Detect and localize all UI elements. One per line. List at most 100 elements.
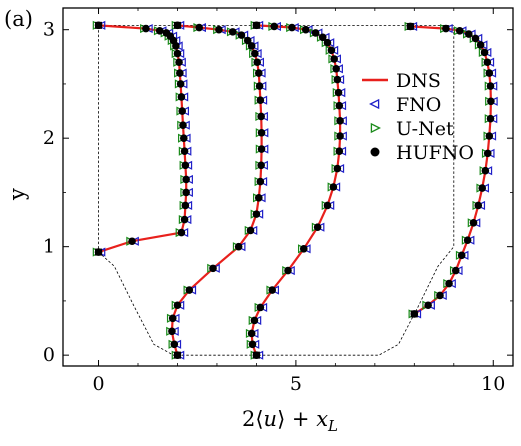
hufno-point — [299, 245, 308, 253]
hufno-point — [481, 166, 490, 175]
profile-1 — [92, 20, 193, 257]
hufno-point — [128, 237, 136, 246]
endpoint-marker — [173, 351, 181, 359]
hufno-point — [469, 219, 478, 227]
endpoint-marker — [410, 310, 418, 318]
hufno-point — [474, 201, 483, 210]
hufno-point — [255, 82, 264, 90]
legend-label: FNO — [396, 94, 441, 116]
hufno-point — [335, 101, 344, 110]
hufno-point — [284, 266, 292, 275]
hufno-point — [162, 29, 171, 37]
legend-swatch — [370, 122, 381, 134]
hufno-point — [247, 42, 256, 50]
hufno-point — [175, 58, 183, 67]
hufno-point — [485, 69, 494, 77]
hufno-point — [329, 183, 338, 191]
hufno-point — [483, 149, 492, 158]
hufno-point — [182, 188, 190, 197]
hufno-point — [301, 25, 310, 34]
hufno-point — [288, 23, 296, 32]
endpoint-marker — [173, 21, 181, 29]
hufno-point — [318, 33, 327, 42]
hufno-point — [268, 286, 277, 294]
hufno-point — [178, 107, 187, 115]
hufno-point — [485, 132, 494, 140]
hufno-point — [209, 264, 217, 273]
profile-3 — [245, 20, 347, 360]
x-axis-label: 2⟨u⟩ + xL — [242, 407, 338, 435]
hufno-point — [455, 26, 464, 35]
hufno-point — [257, 145, 266, 153]
hufno-point — [483, 58, 492, 67]
hufno-point — [257, 112, 265, 121]
hufno-point — [256, 96, 265, 105]
hufno-point — [234, 242, 243, 251]
axes-frame — [62, 7, 514, 367]
hufno-point — [181, 161, 190, 170]
hufno-point — [180, 215, 189, 224]
hufno-point — [335, 147, 344, 155]
hufno-point — [254, 69, 263, 77]
hufno-point — [179, 134, 188, 142]
hufno-point — [243, 36, 252, 45]
hufno-point — [487, 97, 495, 106]
hufno-point — [170, 340, 179, 349]
y-tick-label: 3 — [43, 19, 55, 41]
hufno-point — [237, 31, 246, 39]
hufno-point — [253, 58, 262, 67]
endpoint-marker — [95, 21, 103, 29]
hufno-point — [323, 38, 332, 47]
hufno-point — [256, 177, 265, 186]
y-tick-label: 0 — [43, 344, 55, 366]
hufno-point — [168, 314, 177, 323]
hufno-point — [451, 266, 460, 275]
y-axis-label: y — [5, 188, 29, 201]
hufno-point — [176, 69, 184, 77]
dns-line — [98, 24, 188, 254]
hufno-point — [182, 175, 190, 184]
hufno-point — [333, 164, 342, 173]
hufno-point — [256, 303, 265, 312]
hufno-point — [251, 49, 259, 58]
x-tick-label: 5 — [290, 373, 302, 395]
legend-item-dns: DNS — [362, 70, 441, 92]
hufno-point — [228, 28, 237, 36]
panel-label: (a) — [4, 7, 33, 31]
hufno-point — [179, 121, 187, 129]
hufno-point — [257, 128, 266, 137]
hufno-point — [248, 340, 257, 349]
hufno-point — [334, 88, 343, 97]
hufno-point — [478, 184, 487, 192]
hufno-point — [457, 251, 466, 260]
legend-item-fno: FNO — [369, 94, 441, 116]
hufno-point — [327, 46, 336, 55]
hufno-point — [336, 117, 344, 125]
legend-label: DNS — [396, 70, 441, 92]
endpoint-marker — [406, 22, 414, 30]
hufno-point — [336, 132, 344, 140]
axis-ticks: 0 5 10 0 1 2 3 — [43, 8, 513, 395]
plot-area — [92, 20, 498, 360]
hufno-point — [168, 327, 176, 336]
hufno-point — [181, 201, 190, 210]
hufno-point — [330, 55, 338, 63]
legend-swatch — [370, 147, 380, 157]
legend-swatch — [369, 98, 380, 110]
hufno-point — [185, 286, 194, 294]
hufno-point — [486, 82, 495, 90]
hufno-point — [246, 226, 255, 235]
y-tick-label: 2 — [43, 127, 55, 149]
hufno-point — [142, 24, 150, 33]
hufno-point — [173, 301, 182, 310]
profile-4 — [404, 21, 498, 319]
hufno-point — [180, 147, 189, 155]
hufno-point — [424, 301, 432, 310]
hufno-point — [252, 210, 261, 218]
x-tick-label: 10 — [481, 373, 505, 395]
legend-item-hufno: HUFNO — [370, 142, 474, 164]
x-tick-label: 0 — [92, 373, 104, 395]
hufno-point — [471, 34, 480, 43]
